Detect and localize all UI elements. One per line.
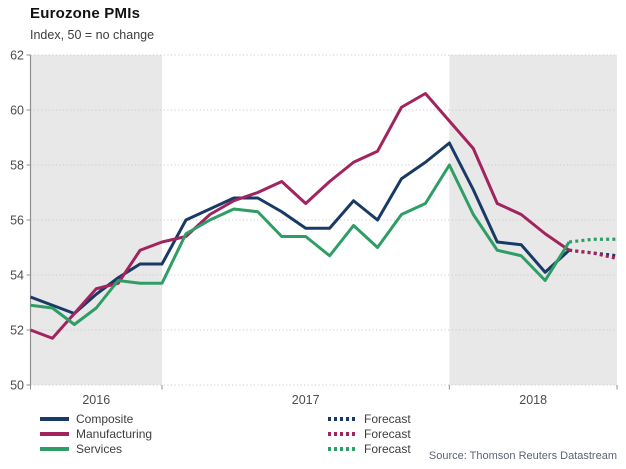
manufacturing-forecast-swatch — [328, 431, 357, 436]
services-forecast-line — [568, 237, 617, 244]
composite-line — [29, 141, 571, 315]
services-line-swatch — [40, 446, 69, 451]
x-year-label: 2016 — [82, 393, 110, 407]
chart-subtitle: Index, 50 = no change — [30, 28, 155, 42]
x-year-label: 2018 — [519, 393, 547, 407]
legend-label: Forecast — [364, 411, 411, 426]
legend-label: Forecast — [364, 441, 411, 456]
legend-item-manufacturing-forecast: Forecast — [328, 426, 411, 441]
legend-series-column: Composite Manufacturing Services — [40, 411, 152, 456]
legend-label: Services — [76, 441, 123, 456]
y-tick-label: 62 — [10, 49, 24, 63]
y-tick-label: 54 — [10, 269, 24, 283]
services-line — [30, 163, 571, 326]
legend-item-manufacturing: Manufacturing — [40, 426, 152, 441]
legend-label: Manufacturing — [76, 426, 153, 441]
y-tick-label: 56 — [10, 214, 24, 228]
y-tick-label: 58 — [10, 159, 24, 173]
legend-item-services: Services — [40, 441, 152, 456]
x-year-label: 2017 — [292, 393, 320, 407]
legend-item-composite: Composite — [40, 411, 152, 426]
services-forecast-swatch — [328, 446, 357, 451]
manufacturing-line-swatch — [40, 431, 69, 436]
composite-line-swatch — [40, 416, 69, 421]
legend-label: Forecast — [364, 426, 411, 441]
y-tick-label: 60 — [10, 104, 24, 118]
shaded-year-band — [449, 55, 617, 385]
legend-forecast-column: Forecast Forecast Forecast — [328, 411, 411, 456]
y-tick-label: 50 — [10, 379, 24, 393]
source-attribution: Source: Thomson Reuters Datastream — [428, 450, 617, 462]
legend-item-composite-forecast: Forecast — [328, 411, 411, 426]
legend-item-services-forecast: Forecast — [328, 441, 411, 456]
manufacturing-forecast-line — [568, 248, 618, 261]
chart-title: Eurozone PMIs — [30, 5, 141, 22]
y-tick-label: 52 — [10, 324, 24, 338]
composite-forecast-swatch — [328, 416, 357, 421]
legend-label: Composite — [76, 411, 134, 426]
